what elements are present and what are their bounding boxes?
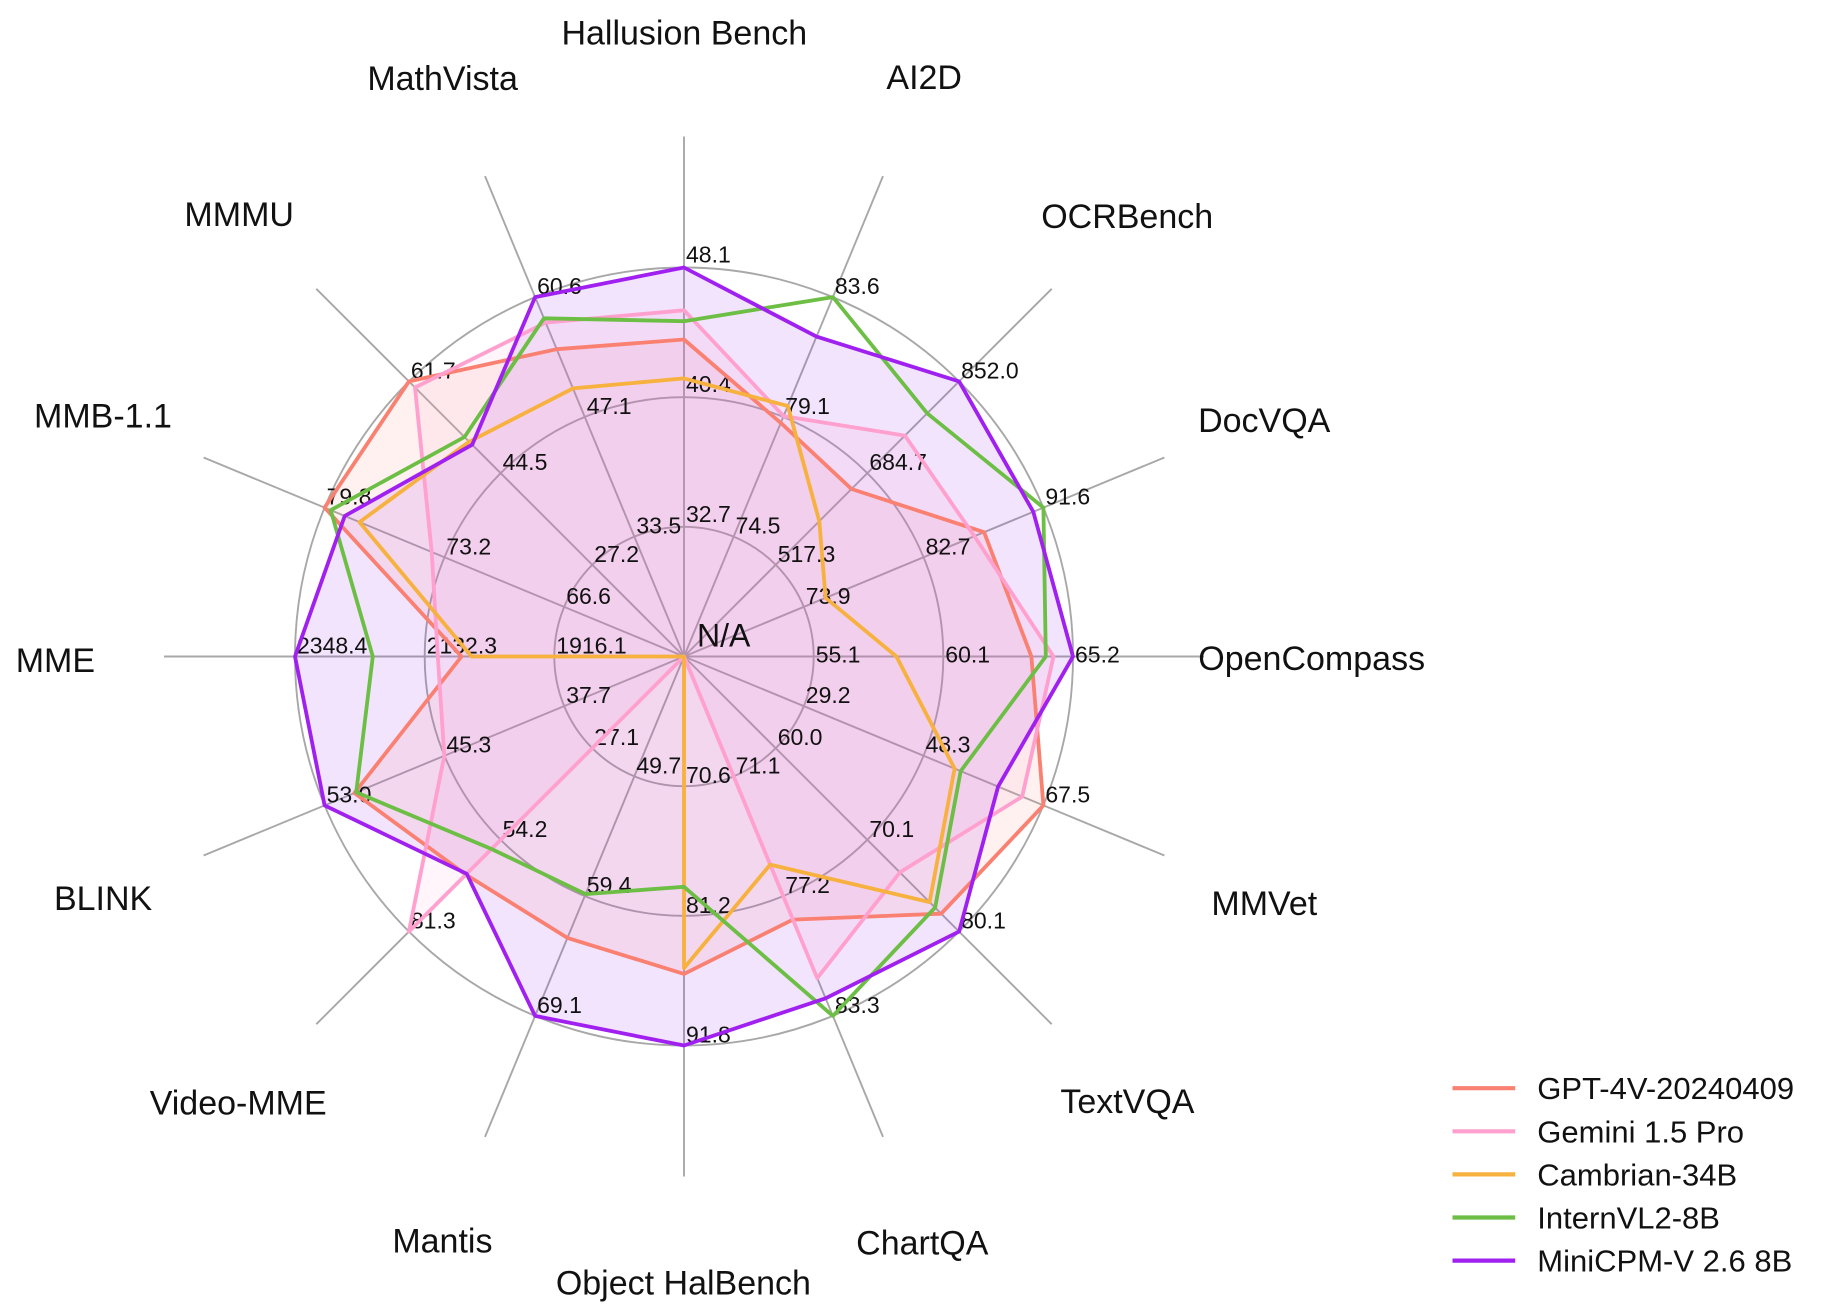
- svg-text:Hallusion Bench: Hallusion Bench: [561, 15, 807, 53]
- svg-text:MiniCPM-V 2.6 8B: MiniCPM-V 2.6 8B: [1537, 1244, 1792, 1279]
- svg-text:67.5: 67.5: [1045, 781, 1090, 807]
- svg-text:2348.4: 2348.4: [297, 633, 368, 659]
- svg-text:InternVL2-8B: InternVL2-8B: [1537, 1201, 1720, 1236]
- svg-text:37.7: 37.7: [566, 682, 611, 708]
- svg-text:65.2: 65.2: [1075, 642, 1120, 668]
- svg-text:MMMU: MMMU: [184, 196, 294, 234]
- svg-text:71.1: 71.1: [736, 752, 781, 778]
- svg-text:60.1: 60.1: [945, 642, 990, 668]
- svg-text:55.1: 55.1: [816, 642, 861, 668]
- svg-text:BLINK: BLINK: [54, 880, 153, 918]
- svg-text:852.0: 852.0: [961, 357, 1019, 383]
- svg-text:83.6: 83.6: [835, 273, 880, 299]
- svg-text:79.1: 79.1: [785, 393, 830, 419]
- svg-text:70.6: 70.6: [686, 762, 731, 788]
- svg-text:DocVQA: DocVQA: [1198, 402, 1331, 440]
- svg-text:33.5: 33.5: [636, 513, 681, 539]
- svg-text:MathVista: MathVista: [367, 60, 518, 98]
- svg-text:60.0: 60.0: [778, 724, 823, 750]
- svg-text:91.6: 91.6: [1045, 484, 1090, 510]
- svg-text:48.1: 48.1: [686, 242, 731, 268]
- svg-text:MMB-1.1: MMB-1.1: [34, 398, 172, 436]
- svg-text:MME: MME: [16, 642, 95, 680]
- svg-text:Cambrian-34B: Cambrian-34B: [1537, 1157, 1737, 1192]
- svg-text:Object HalBench: Object HalBench: [556, 1265, 811, 1303]
- svg-text:32.7: 32.7: [686, 501, 731, 527]
- svg-text:1916.1: 1916.1: [556, 633, 626, 659]
- svg-text:AI2D: AI2D: [886, 59, 962, 97]
- svg-text:47.1: 47.1: [587, 393, 632, 419]
- svg-text:27.2: 27.2: [594, 541, 639, 567]
- svg-text:73.9: 73.9: [806, 583, 851, 609]
- svg-text:MMVet: MMVet: [1211, 885, 1317, 923]
- svg-text:73.2: 73.2: [446, 533, 491, 559]
- svg-text:44.5: 44.5: [503, 449, 548, 475]
- svg-text:Video-MME: Video-MME: [150, 1084, 327, 1122]
- svg-text:Mantis: Mantis: [392, 1222, 492, 1260]
- svg-text:69.1: 69.1: [537, 992, 582, 1018]
- svg-text:70.1: 70.1: [869, 816, 914, 842]
- svg-text:82.7: 82.7: [926, 533, 971, 559]
- svg-text:517.3: 517.3: [778, 541, 836, 567]
- svg-text:29.2: 29.2: [806, 682, 851, 708]
- svg-text:OpenCompass: OpenCompass: [1198, 640, 1425, 678]
- svg-text:49.7: 49.7: [636, 752, 681, 778]
- svg-text:ChartQA: ChartQA: [856, 1224, 989, 1262]
- svg-text:N/A: N/A: [697, 618, 751, 654]
- svg-text:80.1: 80.1: [961, 908, 1006, 934]
- svg-text:74.5: 74.5: [736, 513, 781, 539]
- svg-text:66.6: 66.6: [566, 583, 611, 609]
- svg-text:OCRBench: OCRBench: [1041, 198, 1213, 236]
- svg-text:TextVQA: TextVQA: [1060, 1083, 1194, 1121]
- svg-text:45.3: 45.3: [446, 732, 491, 758]
- svg-text:GPT-4V-20240409: GPT-4V-20240409: [1537, 1071, 1794, 1106]
- svg-text:Gemini 1.5 Pro: Gemini 1.5 Pro: [1537, 1114, 1744, 1149]
